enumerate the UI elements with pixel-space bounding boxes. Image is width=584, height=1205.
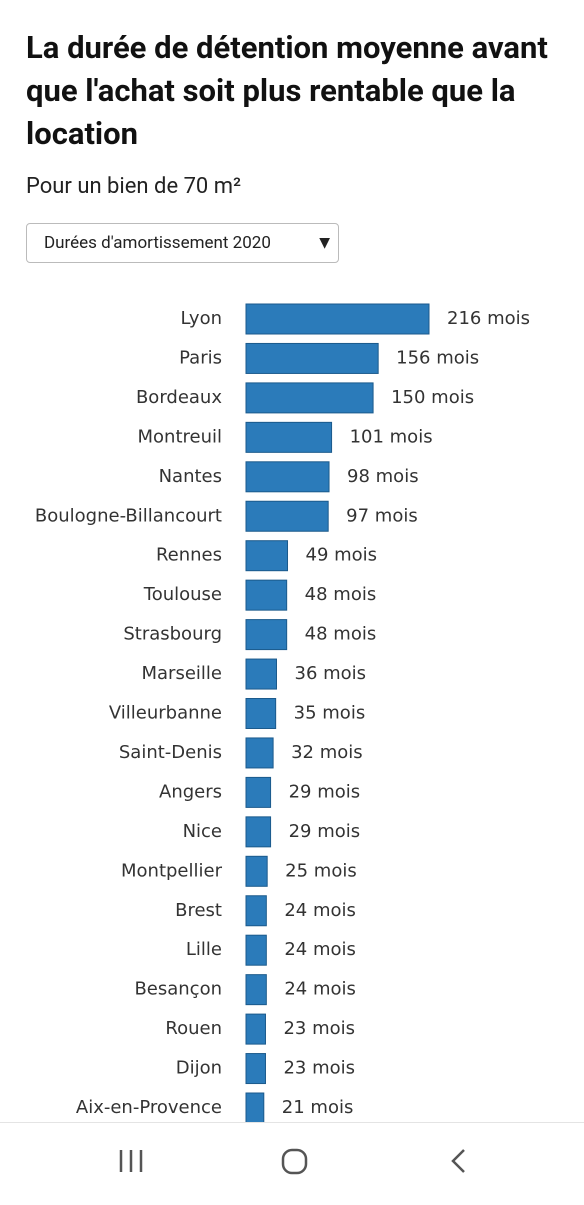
value-label: 48 mois	[305, 624, 377, 645]
chart: Lyon 216 mois Paris 156 mois Bordeaux 150 moi…	[35, 303, 530, 1122]
value-label: 48 mois	[305, 584, 377, 605]
bar	[245, 776, 272, 808]
bar	[245, 342, 379, 374]
category-label: Strasbourg	[123, 624, 222, 645]
bar	[245, 698, 277, 729]
back-button[interactable]	[451, 1149, 465, 1173]
category-label: Villeurbanne	[109, 703, 222, 724]
nav-bar	[0, 1122, 584, 1201]
category-label: Rouen	[165, 1018, 222, 1039]
nav-icons	[119, 1148, 465, 1175]
value-label: 29 mois	[289, 821, 361, 842]
bar	[245, 619, 288, 651]
category-label: Toulouse	[143, 584, 222, 605]
category-label: Besançon	[134, 979, 222, 1000]
value-label: 156 mois	[396, 347, 479, 368]
category-label: Bordeaux	[136, 387, 222, 408]
chart-title: La durée de détention moyenne avant que …	[26, 29, 548, 152]
bar	[245, 934, 267, 966]
value-label: 150 mois	[391, 387, 474, 408]
recent-apps-button[interactable]	[119, 1150, 143, 1172]
category-label: Montpellier	[121, 860, 223, 881]
category-label: Paris	[179, 347, 222, 368]
value-label: 23 mois	[283, 1058, 355, 1079]
category-label: Angers	[159, 781, 222, 802]
bar	[245, 461, 330, 493]
category-label: Aix-en-Provence	[76, 1097, 222, 1118]
category-label: Nantes	[159, 466, 222, 487]
value-label: 23 mois	[283, 1018, 355, 1039]
category-label: Montreuil	[138, 426, 223, 447]
value-label: 24 mois	[284, 939, 356, 960]
dropdown[interactable]: Durées d'amortissement 2020 ▼	[26, 223, 339, 263]
dropdown-label: Durées d'amortissement 2020	[44, 233, 271, 253]
value-label: 32 mois	[291, 742, 363, 763]
value-label: 24 mois	[284, 979, 356, 1000]
value-label: 98 mois	[347, 466, 419, 487]
bar	[245, 1053, 266, 1085]
value-label: 29 mois	[289, 781, 361, 802]
chart-subtitle: Pour un bien de 70 m²	[26, 174, 242, 199]
category-label: Lyon	[181, 308, 222, 329]
bar	[245, 579, 288, 611]
bar	[245, 303, 430, 335]
value-label: 36 mois	[295, 663, 367, 684]
bar	[245, 1013, 266, 1045]
value-label: 35 mois	[294, 703, 366, 724]
bar	[245, 658, 277, 690]
value-label: 49 mois	[306, 545, 378, 566]
home-button[interactable]	[281, 1148, 308, 1175]
dropdown-arrow: ▼	[319, 235, 330, 251]
category-label: Lille	[186, 939, 222, 960]
category-label: Nice	[183, 821, 222, 842]
category-label: Brest	[175, 900, 222, 921]
value-label: 216 mois	[447, 308, 530, 329]
bar	[245, 855, 268, 887]
bar	[245, 816, 272, 848]
bar	[245, 540, 289, 572]
bar	[245, 1092, 265, 1122]
bar	[245, 500, 329, 532]
bar	[245, 421, 333, 453]
category-label: Boulogne-Billancourt	[35, 505, 222, 526]
value-label: 21 mois	[282, 1097, 354, 1118]
category-label: Saint-Denis	[119, 742, 222, 763]
bar	[245, 895, 267, 927]
bar	[245, 382, 374, 414]
value-label: 24 mois	[284, 900, 356, 921]
value-label: 101 mois	[350, 426, 433, 447]
bar	[245, 974, 267, 1006]
value-label: 25 mois	[285, 860, 357, 881]
value-label: 97 mois	[346, 505, 418, 526]
bar	[245, 737, 274, 769]
category-label: Rennes	[156, 545, 222, 566]
category-label: Marseille	[142, 663, 223, 684]
category-label: Dijon	[176, 1058, 222, 1079]
